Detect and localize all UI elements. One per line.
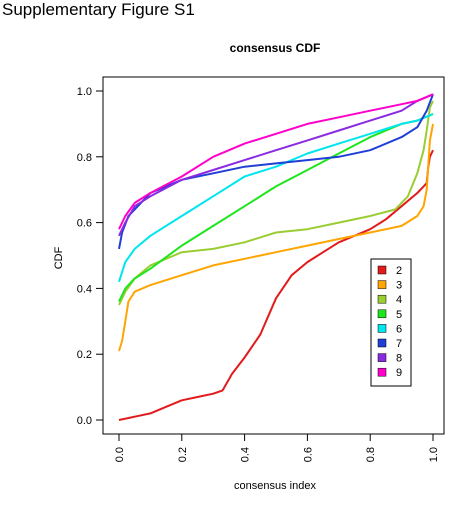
axes: 0.0 0.2 0.4 0.6 0.8 1.0 0.0 0.2 0.4 0.6 0.8 1.0 — [77, 86, 440, 462]
x-tick-label: 1.0 — [428, 447, 440, 462]
series-line-8 — [118, 93, 434, 237]
x-tick-label: 0.0 — [114, 447, 126, 462]
x-tick-label: 0.2 — [177, 447, 189, 462]
legend-swatch-8 — [377, 353, 387, 362]
legend-swatch-6 — [377, 324, 387, 333]
legend-label-3: 3 — [396, 280, 402, 292]
legend-label-7: 7 — [396, 338, 402, 350]
y-tick-label: 1.0 — [77, 86, 92, 98]
legend-swatch-5 — [377, 309, 387, 319]
legend-label-4: 4 — [396, 294, 402, 306]
chart-title: consensus CDF — [230, 41, 321, 55]
legend-swatch-4 — [377, 294, 387, 304]
legend-swatch-9 — [377, 367, 387, 377]
legend: 2 3 4 5 6 7 8 9 — [370, 258, 412, 387]
legend-swatch-7 — [377, 338, 387, 348]
y-axis-label: CDF — [53, 246, 65, 269]
legend-label-5: 5 — [396, 309, 402, 321]
plot-frame — [102, 76, 445, 435]
legend-label-6: 6 — [396, 323, 402, 335]
x-tick-label: 0.8 — [365, 447, 377, 462]
x-axis-label: consensus index — [234, 480, 316, 492]
series-layer — [118, 93, 434, 421]
y-tick-label: 0.4 — [77, 283, 92, 295]
y-tick-label: 0.8 — [77, 152, 92, 164]
legend-swatch-3 — [377, 280, 387, 289]
legend-box — [370, 258, 412, 387]
legend-swatch-2 — [377, 265, 387, 275]
series-line-4 — [118, 100, 434, 306]
series-line-6 — [118, 113, 434, 283]
y-tick-label: 0.0 — [77, 415, 92, 427]
legend-label-9: 9 — [396, 367, 402, 379]
legend-label-8: 8 — [396, 353, 402, 365]
x-tick-label: 0.6 — [302, 447, 314, 462]
y-tick-label: 0.6 — [77, 218, 92, 230]
figure-label: Supplementary Figure S1 — [2, 0, 195, 19]
series-line-2 — [118, 149, 434, 421]
y-tick-label: 0.2 — [77, 349, 92, 361]
series-line-7 — [118, 93, 434, 250]
series-line-9 — [118, 93, 434, 230]
x-tick-label: 0.4 — [240, 447, 252, 462]
legend-label-2: 2 — [396, 265, 402, 277]
series-line-3 — [118, 123, 434, 352]
